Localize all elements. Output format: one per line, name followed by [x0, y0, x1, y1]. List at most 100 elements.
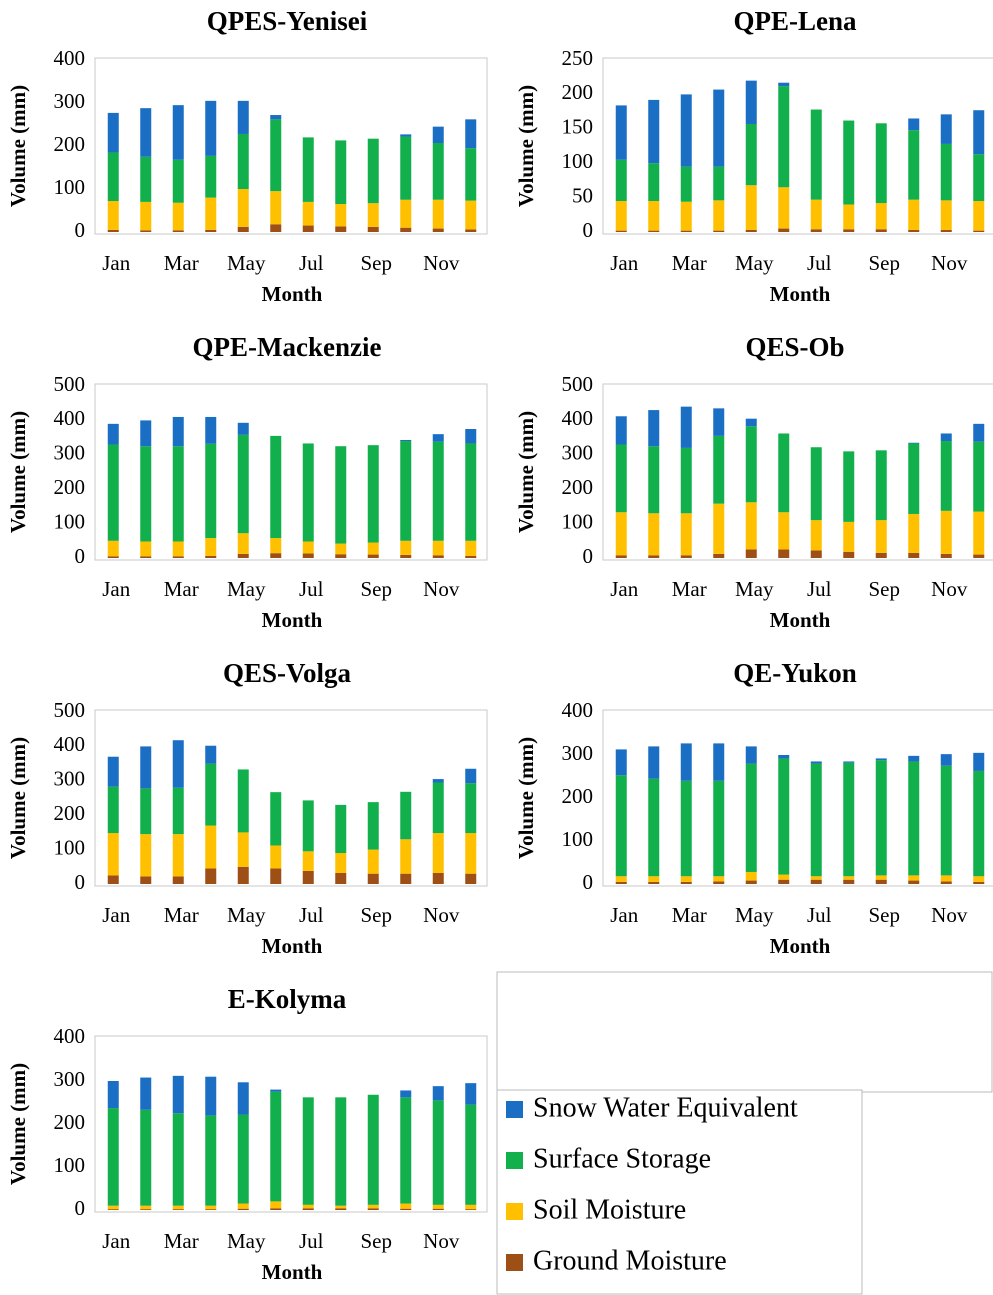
y-tick-label: 0	[75, 544, 86, 568]
x-tick-label: Jan	[610, 903, 638, 927]
y-tick-label: 300	[54, 1067, 86, 1091]
x-tick-label: Jul	[299, 577, 324, 601]
bar-segment	[172, 740, 184, 788]
y-tick-label: 0	[583, 544, 594, 568]
bar-segment	[745, 502, 757, 550]
bar-segment	[973, 881, 985, 884]
bar-segment	[680, 201, 692, 231]
bar-segment	[908, 199, 920, 230]
bar-segment	[615, 512, 627, 556]
bar-segment	[172, 105, 184, 160]
bar-segment	[615, 416, 627, 445]
chart-title: QES-Volga	[223, 658, 352, 688]
bar-segment	[107, 756, 119, 787]
bar-segment	[302, 851, 314, 871]
x-tick-label: May	[735, 903, 774, 927]
bar-segment	[648, 881, 660, 884]
y-tick-label: 100	[562, 827, 594, 851]
bar-segment	[400, 227, 412, 232]
bar-segment	[237, 226, 249, 232]
bar-segment	[172, 1205, 184, 1210]
bar-segment	[172, 1113, 184, 1206]
bar-segment	[140, 834, 152, 877]
y-tick-label: 500	[54, 698, 86, 722]
bar-segment	[432, 779, 444, 783]
bar-segment	[875, 123, 887, 204]
bar-segment	[400, 136, 412, 200]
bar-segment	[432, 872, 444, 884]
x-tick-label: Mar	[672, 903, 707, 927]
bar-segment	[172, 1209, 184, 1210]
x-tick-label: Sep	[361, 577, 393, 601]
bar-segment	[713, 743, 725, 781]
bar-segment	[908, 229, 920, 232]
y-tick-label: 0	[75, 218, 86, 242]
bar-segment	[237, 769, 249, 833]
bar-segment	[432, 142, 444, 200]
legend-swatch	[506, 1152, 523, 1169]
bar-segment	[875, 879, 887, 884]
bar-segment	[172, 202, 184, 231]
x-tick-label: Mar	[164, 577, 199, 601]
bar-segment	[713, 408, 725, 436]
bar-segment	[107, 1205, 119, 1210]
bar-segment	[270, 868, 282, 884]
bar-segment	[432, 833, 444, 873]
bar-segment	[140, 446, 152, 542]
bar-segment	[713, 166, 725, 201]
bar-segment	[745, 549, 757, 558]
bar-segment	[648, 778, 660, 877]
bar-segment	[648, 876, 660, 882]
bar-segment	[302, 137, 314, 202]
bar-segment	[778, 187, 790, 229]
bar-segment	[713, 881, 725, 884]
bar-segment	[648, 410, 660, 447]
bar-segment	[270, 115, 282, 120]
bar-segment	[237, 533, 249, 554]
bar-segment	[465, 119, 477, 149]
bar-segment	[680, 406, 692, 448]
bar-segment	[940, 881, 952, 884]
bar-segment	[713, 876, 725, 882]
legend-label: Ground Moisture	[533, 1245, 727, 1276]
bar-segment	[302, 225, 314, 232]
bar-segment	[810, 876, 822, 880]
bar-segment	[843, 761, 855, 763]
x-tick-label: Jan	[102, 1229, 130, 1253]
bar-segment	[940, 553, 952, 558]
bar-segment	[237, 866, 249, 884]
bar-segment	[680, 743, 692, 781]
bar-segment	[680, 876, 692, 882]
bar-segment	[237, 100, 249, 134]
bar-segment	[107, 1209, 119, 1210]
y-tick-label: 400	[54, 406, 86, 430]
bar-segment	[465, 1104, 477, 1205]
y-tick-label: 300	[54, 89, 86, 113]
bar-segment	[172, 876, 184, 884]
bar-segment	[205, 443, 217, 539]
bar-segment	[940, 875, 952, 882]
bar-segment	[107, 1108, 119, 1206]
bar-segment	[400, 199, 412, 228]
legend-label: Surface Storage	[533, 1143, 711, 1174]
bar-segment	[172, 1075, 184, 1114]
bar-segment	[810, 229, 822, 232]
y-tick-label: 200	[54, 801, 86, 825]
bar-segment	[745, 871, 757, 881]
bar-segment	[205, 1115, 217, 1206]
y-tick-label: 400	[562, 406, 594, 430]
bar-segment	[172, 787, 184, 835]
plot-area	[94, 1035, 488, 1213]
bar-segment	[745, 880, 757, 884]
bar-segment	[615, 775, 627, 877]
bar-segment	[302, 553, 314, 558]
bar-segment	[778, 549, 790, 558]
legend-swatch	[506, 1203, 523, 1220]
x-tick-label: Jul	[807, 251, 832, 275]
bar-segment	[367, 226, 379, 232]
bar-segment	[367, 554, 379, 558]
bar-segment	[335, 446, 347, 544]
bar-segment	[713, 780, 725, 877]
bar-segment	[367, 849, 379, 874]
bar-segment	[615, 876, 627, 882]
